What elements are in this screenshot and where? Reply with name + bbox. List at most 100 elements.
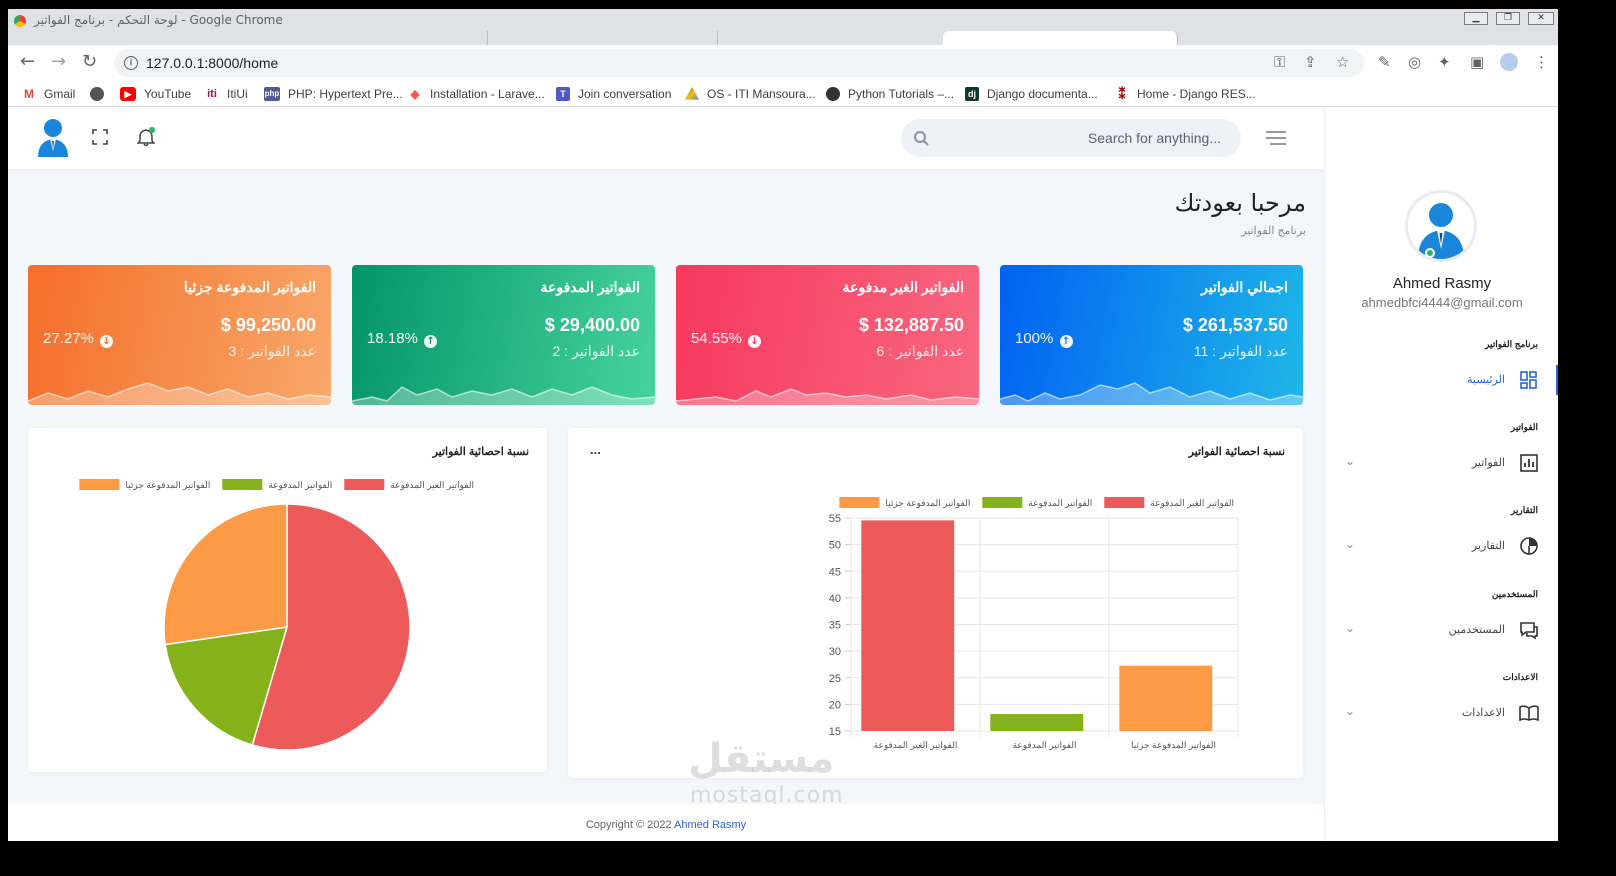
tab[interactable]	[488, 31, 718, 45]
legend-label: الفواتير المدفوعة جزئيا	[125, 480, 210, 491]
bookmark-youtube[interactable]: ▶ YouTube	[120, 85, 191, 103]
bookmark-php[interactable]: php PHP: Hypertext Pre...	[264, 87, 403, 101]
drf-icon: ⁑	[1118, 86, 1126, 102]
chevron-down-icon[interactable]: ⌄	[1345, 537, 1356, 551]
stat-card-total: اجمالي الفواتير $ 261,537.50 عدد الفواتي…	[1000, 265, 1303, 405]
sidebar-item-reports[interactable]: التقارير ⌄	[1325, 531, 1558, 561]
online-status-dot	[1425, 248, 1435, 258]
bar	[990, 714, 1084, 731]
sidebar-item-label: الرئيسية	[1467, 374, 1505, 386]
author-link[interactable]: Ahmed Rasmy	[674, 819, 747, 831]
user-email: ahmedbfci4444@gmail.com	[1361, 295, 1523, 310]
bookmark-drf[interactable]: ⁑ Home - Django RES...	[1115, 85, 1256, 103]
side-panel-icon[interactable]: ▣	[1470, 53, 1485, 71]
globe-icon	[90, 87, 104, 101]
search-box[interactable]	[901, 119, 1241, 157]
omnibox[interactable]: i 127.0.0.1:8000/home ⚿ ⇪ ☆	[114, 49, 1364, 77]
legend-label: الفواتير المدفوعة جزئيا	[885, 498, 970, 509]
notification-bell-icon[interactable]	[137, 127, 155, 147]
card-title: الفواتير الغير مدفوعة	[842, 279, 964, 295]
legend-label: الفواتير الغير المدفوعة	[390, 480, 474, 491]
forward-icon[interactable]: →	[51, 51, 67, 72]
bookmark-python[interactable]: Python Tutorials –...	[826, 85, 954, 103]
pie-slice	[164, 626, 289, 746]
bookmark-teams[interactable]: T Join conversation	[556, 85, 671, 103]
profile-avatar-large[interactable]	[1405, 190, 1477, 262]
minimize-button[interactable]: ▁	[1464, 12, 1488, 25]
copyright-text: Copyright © 2022	[585, 819, 672, 831]
section-title-invoices: الفواتير	[1510, 422, 1538, 432]
tab[interactable]	[258, 31, 488, 45]
search-input[interactable]	[941, 119, 1221, 157]
drive-icon	[685, 87, 699, 100]
chrome-menu-icon[interactable]: ⋮	[1534, 53, 1549, 71]
watermark-logo: مستقل	[688, 736, 835, 782]
watermark-text: mostaql.com	[690, 783, 844, 808]
restore-button[interactable]: ❐	[1496, 12, 1520, 25]
chevron-down-icon[interactable]: ⌄	[1345, 704, 1356, 718]
bookmark-drive[interactable]: OS - ITI Mansoura...	[685, 85, 816, 103]
card-percent: 18.18% ↑	[367, 330, 438, 348]
card-percent: 54.55% ↓	[691, 330, 762, 348]
site-info-icon[interactable]: i	[124, 56, 138, 70]
chevron-down-icon[interactable]: ⌄	[1345, 621, 1356, 635]
bookmark-star-icon[interactable]: ☆	[1336, 53, 1350, 71]
chevron-down-icon[interactable]: ⌄	[1345, 454, 1356, 468]
share-icon[interactable]: ⇪	[1304, 53, 1317, 71]
card-percent: 27.27% ↓	[43, 330, 114, 348]
y-tick-label: 55	[829, 513, 841, 525]
x-tick-label: الفواتير المدفوعة جزئيا	[1131, 740, 1216, 751]
reload-icon[interactable]: ↻	[82, 51, 98, 72]
puzzle-icon[interactable]: ✦	[1438, 53, 1451, 71]
y-tick-label: 15	[829, 726, 841, 738]
extension-icon[interactable]: ◎	[1408, 53, 1422, 71]
pie-chart-icon	[1520, 537, 1538, 555]
sidebar-item-home[interactable]: الرئيسية	[1325, 365, 1558, 395]
legend-swatch	[79, 479, 120, 490]
url-text[interactable]: 127.0.0.1:8000/home	[146, 55, 279, 71]
back-icon[interactable]: ←	[20, 51, 36, 72]
legend-label: الفواتير المدفوعة	[268, 480, 332, 491]
sidebar-item-invoices[interactable]: الفواتير ⌄	[1325, 448, 1558, 478]
sparkline-wave	[1000, 382, 1303, 405]
sparkline-wave	[28, 382, 331, 405]
sidebar-item-settings[interactable]: الاعدادات ⌄	[1325, 698, 1558, 728]
iti-icon: iti	[207, 88, 217, 100]
chat-icon	[1520, 622, 1538, 640]
bookmark-globe[interactable]	[90, 85, 112, 103]
php-icon: php	[264, 87, 280, 101]
y-tick-label: 40	[829, 593, 841, 605]
chrome-logo-icon	[14, 15, 26, 27]
bar-chart-panel: نسبة احصائية الفواتير ... الفواتير الغير…	[568, 428, 1303, 778]
key-icon[interactable]: ⚿	[1274, 53, 1286, 71]
close-window-button[interactable]: ✕	[1528, 12, 1554, 25]
sidebar-item-users[interactable]: المستخدمين ⌄	[1325, 615, 1558, 645]
y-tick-label: 25	[829, 673, 841, 685]
section-title-reports: التقارير	[1510, 505, 1538, 515]
section-title-invoices-program: برنامج الفواتير	[1485, 339, 1538, 349]
card-amount: $ 29,400.00	[544, 315, 640, 335]
bookmark-gmail[interactable]: M Gmail	[24, 87, 76, 101]
search-icon	[914, 131, 929, 146]
user-avatar-icon[interactable]	[36, 117, 70, 157]
more-options-icon[interactable]: ...	[590, 442, 601, 457]
bookmark-itiui[interactable]: iti ItiUi	[205, 85, 248, 103]
pie-chart-panel: نسبة احصائية الفواتير الفواتير الغير الم…	[28, 428, 547, 772]
legend-label: الفواتير المدفوعة	[1028, 498, 1092, 509]
profile-avatar[interactable]	[1500, 53, 1518, 71]
page-title: مرحبا بعودتك	[1174, 189, 1306, 217]
bookmark-laravel[interactable]: ◈ Installation - Larave...	[408, 85, 544, 103]
eyedropper-icon[interactable]: ✎	[1378, 53, 1391, 71]
active-tab[interactable]	[943, 31, 1178, 45]
bookmark-django[interactable]: dj Django documenta...	[965, 85, 1098, 103]
stat-card-unpaid: الفواتير الغير مدفوعة $ 132,887.50 عدد ا…	[676, 265, 979, 405]
fullscreen-icon[interactable]	[92, 129, 108, 145]
hamburger-menu-icon[interactable]	[1266, 131, 1286, 145]
arrow-up-icon: ↑	[1059, 335, 1073, 348]
book-icon	[1519, 705, 1539, 722]
app-top-navbar	[8, 107, 1324, 169]
y-tick-label: 20	[829, 699, 841, 711]
section-title-settings: الاعدادات	[1502, 672, 1538, 682]
page-subtitle: برنامج الفواتير	[1241, 225, 1306, 237]
arrow-down-icon: ↓	[100, 335, 114, 348]
